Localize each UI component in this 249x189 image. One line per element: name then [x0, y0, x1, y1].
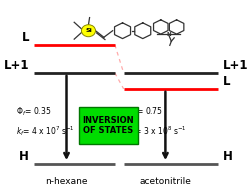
Text: L+1: L+1: [223, 59, 248, 72]
Text: H: H: [223, 150, 232, 163]
Text: L+1: L+1: [4, 59, 29, 72]
Text: L: L: [223, 75, 230, 88]
Text: H: H: [19, 150, 29, 163]
Circle shape: [81, 25, 96, 37]
Text: N: N: [166, 32, 171, 37]
Text: Si: Si: [85, 28, 92, 33]
Text: $\Phi_f$= 0.35: $\Phi_f$= 0.35: [16, 106, 51, 118]
Text: $k_f$= 4 x 10$^7$ s$^{-1}$: $k_f$= 4 x 10$^7$ s$^{-1}$: [16, 125, 75, 138]
Text: n-hexane: n-hexane: [45, 177, 88, 186]
Text: $\Phi_f$= 0.75: $\Phi_f$= 0.75: [128, 106, 163, 118]
Text: acetonitrile: acetonitrile: [139, 177, 191, 186]
Text: $k_f$= 3 x 10$^8$ s$^{-1}$: $k_f$= 3 x 10$^8$ s$^{-1}$: [128, 125, 187, 138]
Text: INVERSION
OF STATES: INVERSION OF STATES: [82, 116, 134, 135]
Text: L: L: [22, 31, 29, 44]
FancyBboxPatch shape: [79, 107, 138, 144]
